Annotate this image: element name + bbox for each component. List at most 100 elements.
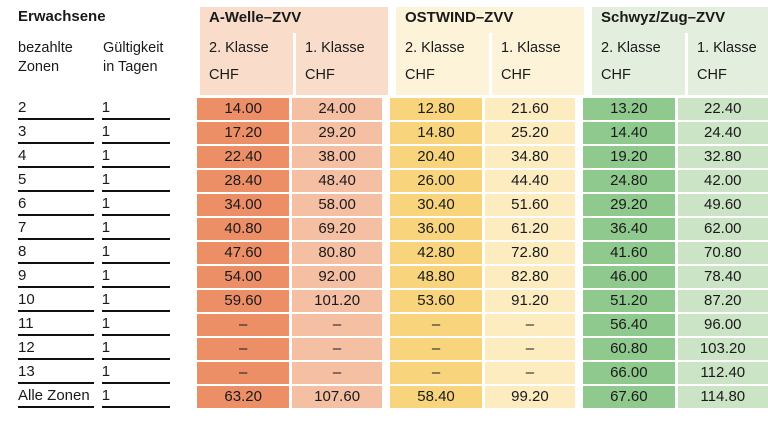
price-cell-schwyz-zug-class2: 36.40 [583,218,675,240]
price-cell-ostwind-class1: 44.40 [484,170,576,192]
price-cell-a-welle-class1: 92.00 [291,266,383,288]
price-cell-ostwind-class2: 36.00 [390,218,482,240]
price-cell-schwyz-zug-class1: 24.40 [677,122,768,144]
price-cell-a-welle-class2: 17.20 [197,122,289,144]
validity-cell: 1 [101,218,171,240]
left-header: Erwachsene bezahlte Zonen Gültigkeit in … [18,7,200,95]
price-cell-schwyz-zug-class1: 87.20 [677,290,768,312]
group-header-schwyz-zug: Schwyz/Zug–ZVV 2. Klasse CHF 1. Klasse C… [592,7,768,95]
zone-cell: 10 [18,290,94,312]
table-row: 12 1 – – – – 60.80 103.20 [18,338,768,360]
group-subheader: 2. Klasse CHF 1. Klasse CHF [200,33,388,95]
group-title: Schwyz/Zug–ZVV [601,9,726,26]
zone-cell: 4 [18,146,94,168]
currency-label: CHF [405,67,435,83]
price-cell-schwyz-zug-class1: 62.00 [677,218,768,240]
validity-cell: 1 [101,266,171,288]
table-row: 5 1 28.40 48.40 26.00 44.40 24.80 42.00 [18,170,768,192]
validity-cell: 1 [101,386,171,408]
price-cell-schwyz-zug-class2: 24.80 [583,170,675,192]
price-cell-ostwind-class1: 25.20 [484,122,576,144]
price-cell-schwyz-zug-class1: 22.40 [677,98,768,120]
price-cell-ostwind-class1: – [484,314,576,336]
paid-zones-column-label: bezahlte Zonen [18,40,73,75]
price-cell-a-welle-class1: 101.20 [291,290,383,312]
price-cell-ostwind-class2: – [390,314,482,336]
price-cell-a-welle-class1: – [291,338,383,360]
table-row: 11 1 – – – – 56.40 96.00 [18,314,768,336]
class2-header: 2. Klasse CHF [200,33,293,95]
price-cell-ostwind-class1: – [484,362,576,384]
class1-label: 1. Klasse [501,40,561,56]
validity-cell: 1 [101,338,171,360]
currency-label: CHF [697,67,727,83]
price-cell-a-welle-class2: 22.40 [197,146,289,168]
price-cell-schwyz-zug-class1: 70.80 [677,242,768,264]
price-cell-ostwind-class1: 91.20 [484,290,576,312]
price-cell-ostwind-class2: 42.80 [390,242,482,264]
price-cell-schwyz-zug-class2: 66.00 [583,362,675,384]
price-cell-ostwind-class1: 61.20 [484,218,576,240]
price-cell-ostwind-class2: 14.80 [390,122,482,144]
price-cell-a-welle-class2: 28.40 [197,170,289,192]
class1-header: 1. Klasse CHF [293,33,388,95]
validity-cell: 1 [101,98,171,120]
price-cell-a-welle-class2: – [197,338,289,360]
price-cell-schwyz-zug-class2: 41.60 [583,242,675,264]
price-cell-schwyz-zug-class2: 19.20 [583,146,675,168]
price-cell-a-welle-class1: 29.20 [291,122,383,144]
price-cell-schwyz-zug-class2: 67.60 [583,386,675,408]
class2-header: 2. Klasse CHF [396,33,489,95]
validity-cell: 1 [101,194,171,216]
price-cell-a-welle-class1: 80.80 [291,242,383,264]
price-cell-a-welle-class1: 38.00 [291,146,383,168]
price-cell-schwyz-zug-class2: 29.20 [583,194,675,216]
price-cell-a-welle-class2: 54.00 [197,266,289,288]
price-cell-ostwind-class2: – [390,338,482,360]
class1-label: 1. Klasse [697,40,757,56]
zone-cell: 13 [18,362,94,384]
price-cell-schwyz-zug-class1: 103.20 [677,338,768,360]
table-row: 9 1 54.00 92.00 48.80 82.80 46.00 78.40 [18,266,768,288]
currency-label: CHF [209,67,239,83]
zone-cell: 2 [18,98,94,120]
class2-header: 2. Klasse CHF [592,33,685,95]
price-cell-a-welle-class2: 63.20 [197,386,289,408]
table-row: 4 1 22.40 38.00 20.40 34.80 19.20 32.80 [18,146,768,168]
price-cell-schwyz-zug-class2: 51.20 [583,290,675,312]
price-cell-a-welle-class1: 58.00 [291,194,383,216]
price-cell-ostwind-class1: 99.20 [484,386,576,408]
price-cell-a-welle-class1: – [291,362,383,384]
group-subheader: 2. Klasse CHF 1. Klasse CHF [396,33,584,95]
price-cell-ostwind-class1: – [484,338,576,360]
currency-label: CHF [305,67,335,83]
price-cell-ostwind-class2: 12.80 [390,98,482,120]
currency-label: CHF [501,67,531,83]
price-cell-a-welle-class2: 14.00 [197,98,289,120]
validity-cell: 1 [101,122,171,144]
table-row: 6 1 34.00 58.00 30.40 51.60 29.20 49.60 [18,194,768,216]
zone-cell: 9 [18,266,94,288]
price-cell-ostwind-class2: 48.80 [390,266,482,288]
zone-cell: 6 [18,194,94,216]
price-cell-a-welle-class1: 24.00 [291,98,383,120]
currency-label: CHF [601,67,631,83]
table-row: 3 1 17.20 29.20 14.80 25.20 14.40 24.40 [18,122,768,144]
validity-cell: 1 [101,290,171,312]
price-cell-schwyz-zug-class1: 96.00 [677,314,768,336]
group-title: OSTWIND–ZVV [405,9,514,26]
price-cell-a-welle-class2: – [197,362,289,384]
group-header-ostwind: OSTWIND–ZVV 2. Klasse CHF 1. Klasse CHF [396,7,584,95]
price-cell-schwyz-zug-class1: 42.00 [677,170,768,192]
zone-cell: 3 [18,122,94,144]
price-cell-ostwind-class2: 53.60 [390,290,482,312]
group-title: A-Welle–ZVV [209,9,302,26]
validity-column-label: Gültigkeit in Tagen [103,40,164,75]
price-cell-schwyz-zug-class1: 32.80 [677,146,768,168]
class1-label: 1. Klasse [305,40,365,56]
price-cell-schwyz-zug-class1: 114.80 [677,386,768,408]
price-cell-a-welle-class2: 47.60 [197,242,289,264]
price-cell-a-welle-class1: 69.20 [291,218,383,240]
price-cell-schwyz-zug-class1: 49.60 [677,194,768,216]
